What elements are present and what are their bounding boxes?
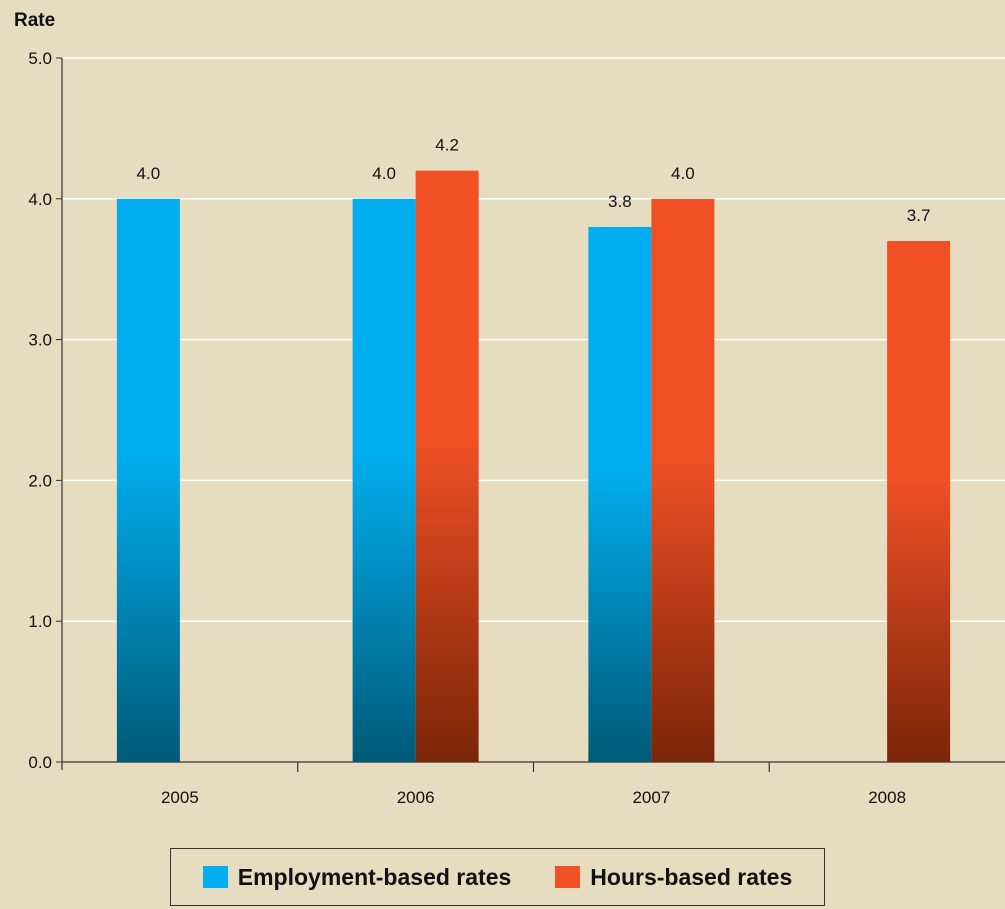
legend-item-employment: Employment-based rates bbox=[202, 863, 512, 891]
y-tick-label: 5.0 bbox=[28, 49, 52, 68]
bar bbox=[116, 198, 180, 763]
legend-swatch-hours bbox=[555, 866, 581, 888]
y-tick-label: 3.0 bbox=[28, 331, 52, 350]
bar bbox=[651, 198, 715, 763]
legend-swatch-employment bbox=[202, 866, 228, 888]
data-label: 3.7 bbox=[907, 206, 931, 225]
bar bbox=[415, 170, 479, 762]
data-label: 4.2 bbox=[435, 136, 459, 155]
legend-label-employment: Employment-based rates bbox=[237, 863, 512, 890]
bar bbox=[588, 226, 652, 762]
data-label: 4.0 bbox=[372, 164, 396, 183]
bar bbox=[352, 198, 416, 763]
legend-item-hours: Hours-based rates bbox=[555, 864, 792, 891]
data-label: 3.8 bbox=[608, 192, 632, 211]
x-tick-label: 2007 bbox=[632, 788, 670, 807]
y-tick-label: 2.0 bbox=[28, 471, 52, 490]
x-tick-label: 2006 bbox=[397, 788, 435, 807]
y-tick-label: 0.0 bbox=[28, 753, 52, 772]
y-tick-label: 4.0 bbox=[28, 190, 52, 209]
legend: Employment-based rates Hours-based rates bbox=[170, 848, 825, 906]
y-tick-label: 1.0 bbox=[28, 612, 52, 631]
x-tick-label: 2005 bbox=[161, 788, 199, 807]
x-tick-label: 2008 bbox=[868, 788, 906, 807]
chart-svg: 0.0 1.0 2.0 3.0 4.0 5.0 Rate 4.0 2005 4.0 4.2 2006 3… bbox=[14, 10, 1005, 807]
data-label: 4.0 bbox=[671, 164, 695, 183]
bar bbox=[887, 241, 951, 763]
legend-label-hours: Hours-based rates bbox=[590, 863, 793, 890]
data-label: 4.0 bbox=[137, 164, 161, 183]
y-axis-title: Rate bbox=[14, 10, 55, 31]
